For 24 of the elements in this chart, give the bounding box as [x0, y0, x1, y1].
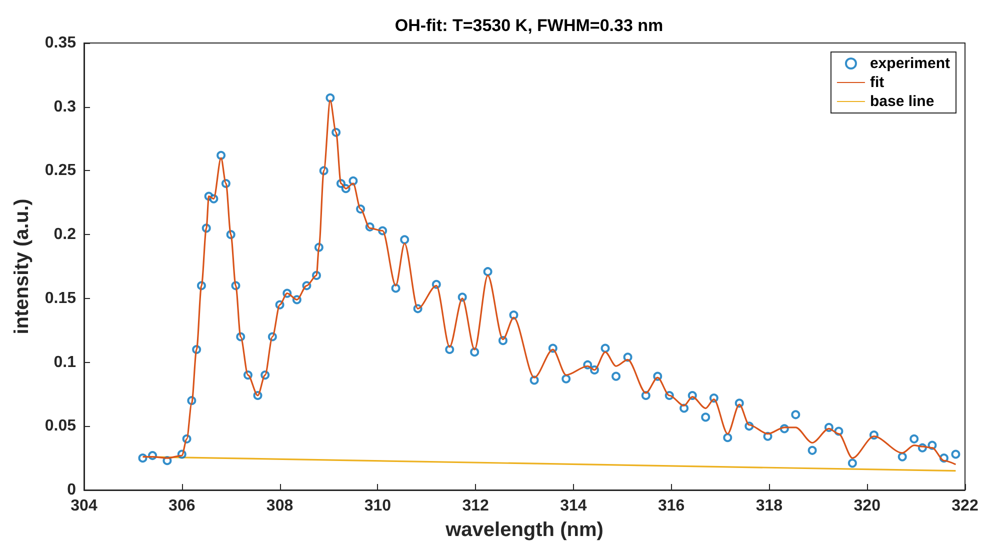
- x-tick-label: 312: [462, 498, 489, 514]
- chart-title: OH-fit: T=3530 K, FWHM=0.33 nm: [394, 16, 664, 35]
- y-tick-label: 0.35: [44, 34, 76, 52]
- y-tick-label: 0.15: [44, 290, 76, 307]
- x-tick-label: 318: [756, 498, 783, 514]
- y-tick-label: 0.25: [44, 162, 76, 180]
- legend-label: fit: [870, 74, 884, 91]
- x-tick-label: 322: [952, 498, 978, 514]
- x-tick-label: 314: [560, 498, 587, 514]
- x-tick-label: 320: [854, 498, 881, 514]
- legend-label: experiment: [870, 55, 950, 72]
- y-tick-label: 0: [67, 482, 76, 498]
- y-axis-title: intensity (a.u.): [11, 198, 33, 334]
- x-tick-label: 308: [266, 498, 294, 514]
- y-tick-label: 0.3: [54, 98, 76, 116]
- x-tick-label: 316: [658, 498, 685, 514]
- x-tick-label: 306: [168, 498, 196, 514]
- x-tick-label: 310: [364, 498, 392, 514]
- legend-label: base line: [870, 93, 934, 110]
- y-tick-label: 0.1: [54, 354, 76, 371]
- y-tick-label: 0.2: [54, 226, 76, 244]
- x-tick-label: 304: [70, 498, 98, 514]
- y-tick-label: 0.05: [44, 418, 76, 435]
- x-axis-title: wavelength (nm): [444, 519, 604, 541]
